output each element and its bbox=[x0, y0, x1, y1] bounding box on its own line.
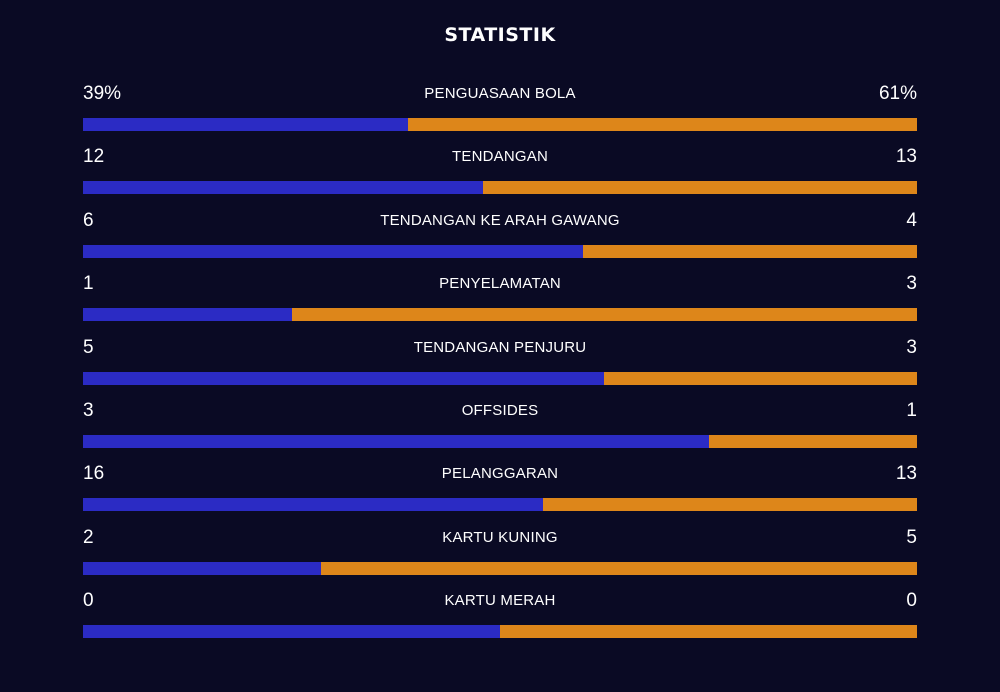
stat-label: OFFSIDES bbox=[461, 401, 539, 419]
stat-row: 2 KARTU KUNING 5 bbox=[83, 524, 917, 587]
away-bar bbox=[583, 244, 917, 258]
stat-label: TENDANGAN KE ARAH GAWANG bbox=[380, 211, 620, 229]
stat-header: 0 KARTU MERAH 0 bbox=[83, 587, 917, 625]
away-value: 13 bbox=[895, 463, 917, 485]
home-value: 16 bbox=[83, 463, 105, 485]
stat-header: 3 OFFSIDES 1 bbox=[83, 397, 917, 435]
home-bar bbox=[83, 244, 584, 258]
stat-row: 12 TENDANGAN 13 bbox=[83, 143, 917, 206]
stat-bar bbox=[83, 625, 917, 639]
stat-label: PELANGGARAN bbox=[441, 465, 559, 483]
home-value: 12 bbox=[83, 146, 105, 168]
stat-header: 2 KARTU KUNING 5 bbox=[83, 524, 917, 562]
away-value: 61% bbox=[878, 83, 917, 104]
home-value: 39% bbox=[83, 83, 122, 104]
away-value: 0 bbox=[906, 590, 917, 612]
away-value: 13 bbox=[895, 146, 917, 168]
stat-label: KARTU MERAH bbox=[444, 592, 556, 610]
stat-header: 16 PELANGGARAN 13 bbox=[83, 460, 917, 498]
home-value: 5 bbox=[83, 336, 94, 358]
away-bar bbox=[604, 371, 917, 385]
stat-bar bbox=[83, 371, 917, 385]
away-bar bbox=[708, 434, 917, 448]
away-value: 3 bbox=[906, 273, 917, 295]
stats-list: 39% PENGUASAAN BOLA 61% 12 TENDANGAN 13 6 TENDA… bbox=[83, 80, 917, 651]
stat-label: TENDANGAN bbox=[452, 148, 548, 166]
home-value: 1 bbox=[83, 273, 94, 295]
home-bar bbox=[83, 118, 409, 131]
stat-row: 16 PELANGGARAN 13 bbox=[83, 460, 917, 523]
stat-row: 3 OFFSIDES 1 bbox=[83, 397, 917, 460]
home-value: 2 bbox=[83, 526, 94, 548]
away-value: 5 bbox=[906, 526, 917, 548]
home-bar bbox=[83, 371, 605, 385]
stat-header: 1 PENYELAMATAN 3 bbox=[83, 270, 917, 308]
home-value: 3 bbox=[83, 399, 94, 421]
stat-label: KARTU KUNING bbox=[442, 528, 558, 546]
away-bar bbox=[483, 181, 917, 195]
stat-bar bbox=[83, 244, 917, 258]
home-value: 6 bbox=[83, 209, 94, 231]
stat-header: 6 TENDANGAN KE ARAH GAWANG 4 bbox=[83, 207, 917, 245]
stat-label: PENYELAMATAN bbox=[439, 275, 561, 293]
away-value: 4 bbox=[906, 209, 917, 231]
home-bar bbox=[83, 308, 292, 322]
away-bar bbox=[408, 118, 917, 131]
home-bar bbox=[83, 434, 709, 448]
stat-label: TENDANGAN PENJURU bbox=[413, 338, 587, 356]
home-bar bbox=[83, 181, 484, 195]
away-bar bbox=[543, 498, 917, 512]
away-bar bbox=[321, 561, 917, 575]
stat-row: 1 PENYELAMATAN 3 bbox=[83, 270, 917, 333]
home-bar bbox=[83, 498, 544, 512]
home-value: 0 bbox=[83, 590, 94, 612]
stat-header: 39% PENGUASAAN BOLA 61% bbox=[83, 80, 917, 118]
stat-bar bbox=[83, 498, 917, 512]
stat-header: 12 TENDANGAN 13 bbox=[83, 143, 917, 181]
away-value: 3 bbox=[906, 336, 917, 358]
home-bar bbox=[83, 625, 500, 639]
stat-label: PENGUASAAN BOLA bbox=[424, 85, 576, 102]
away-bar bbox=[500, 625, 917, 639]
home-bar bbox=[83, 561, 322, 575]
stat-bar bbox=[83, 118, 917, 131]
stat-bar bbox=[83, 181, 917, 195]
stat-row: 5 TENDANGAN PENJURU 3 bbox=[83, 334, 917, 397]
stat-row: 0 KARTU MERAH 0 bbox=[83, 587, 917, 650]
away-value: 1 bbox=[906, 399, 917, 421]
away-bar bbox=[291, 308, 917, 322]
stat-bar bbox=[83, 434, 917, 448]
stat-header: 5 TENDANGAN PENJURU 3 bbox=[83, 334, 917, 372]
stat-bar bbox=[83, 561, 917, 575]
stats-title: STATISTIK bbox=[444, 24, 556, 46]
stat-row: 6 TENDANGAN KE ARAH GAWANG 4 bbox=[83, 207, 917, 270]
stat-bar bbox=[83, 308, 917, 322]
stat-row: 39% PENGUASAAN BOLA 61% bbox=[83, 80, 917, 143]
